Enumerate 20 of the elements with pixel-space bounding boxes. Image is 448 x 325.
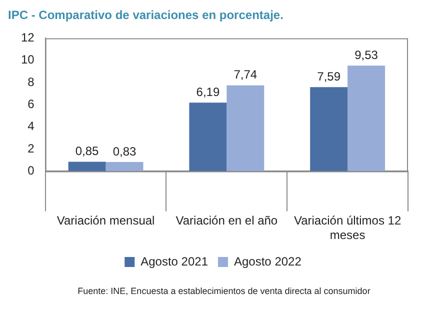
y-tick-label: 0 [28,164,35,178]
data-label: 0,83 [112,144,137,158]
y-tick-label: 6 [28,97,35,112]
y-tick-label: 12 [20,30,35,45]
source-note: Fuente: INE, Encuesta a establecimientos de venta directa al consumidor [76,286,372,296]
y-tick-label: 2 [28,141,35,156]
chart-title: IPC - Comparativo de variaciones en porcentaje. [8,8,284,22]
y-tick-label: 4 [28,119,35,134]
data-label: 7,59 [317,69,341,84]
legend-label: Agosto 2021 [140,254,208,268]
data-label: 0,85 [75,144,100,158]
x-tick-label: Variación mensual [56,214,155,228]
data-label: 7,74 [234,68,258,82]
data-label: 9,53 [354,48,378,62]
y-tick-label: 10 [20,52,35,67]
y-tick-label: 8 [28,74,35,89]
x-tick-label: Variación últimos 12 meses [294,214,402,242]
legend-label: Agosto 2022 [234,254,302,268]
x-tick-label: Variación en el año [176,214,278,228]
data-label: 6,19 [196,84,220,99]
